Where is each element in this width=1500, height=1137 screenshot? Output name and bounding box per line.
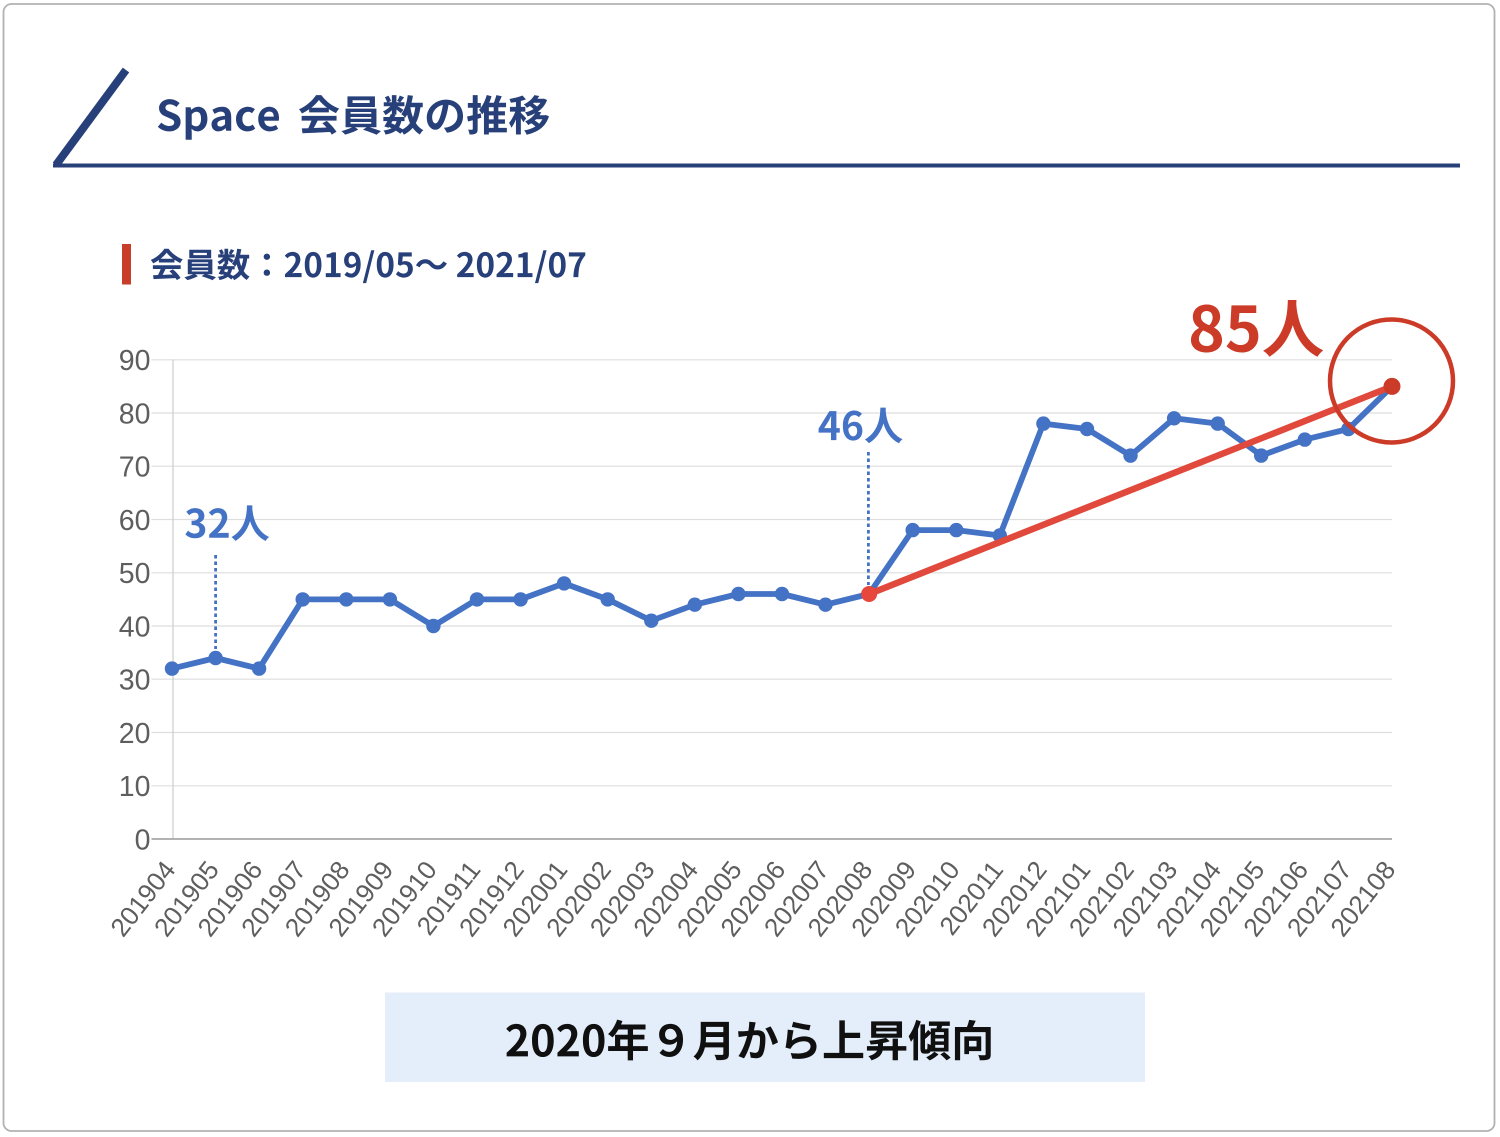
svg-text:50: 50 <box>119 558 151 590</box>
svg-text:90: 90 <box>119 345 151 377</box>
svg-text:60: 60 <box>119 505 151 537</box>
svg-text:10: 10 <box>119 771 151 803</box>
svg-text:20: 20 <box>119 718 151 750</box>
svg-text:30: 30 <box>119 665 151 697</box>
svg-text:40: 40 <box>119 611 151 643</box>
svg-text:70: 70 <box>119 452 151 484</box>
svg-text:0: 0 <box>135 824 151 856</box>
svg-text:80: 80 <box>119 398 151 430</box>
